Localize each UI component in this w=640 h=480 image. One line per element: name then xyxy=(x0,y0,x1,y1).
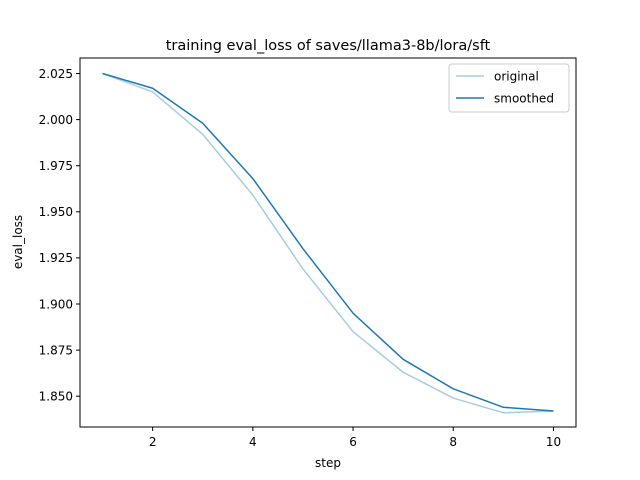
x-tick-label: 2 xyxy=(149,435,157,449)
x-tick-label: 10 xyxy=(546,435,561,449)
legend: original smoothed xyxy=(448,63,570,113)
axes-frame xyxy=(79,57,577,428)
x-tick-label: 6 xyxy=(349,435,357,449)
x-tick-label: 4 xyxy=(249,435,257,449)
plot-area: 2 4 6 8 10 1.850 1.875 1.900 1.925 1.950 1.975 2.0… xyxy=(39,57,577,449)
y-tick-label: 1.875 xyxy=(39,343,73,357)
legend-label-original: original xyxy=(494,70,539,84)
x-axis-ticks: 2 4 6 8 10 xyxy=(149,427,561,449)
y-tick-label: 1.925 xyxy=(39,251,73,265)
series-lines xyxy=(102,72,554,414)
x-tick-label: 8 xyxy=(449,435,457,449)
y-tick-label: 1.850 xyxy=(39,390,73,404)
legend-label-smoothed: smoothed xyxy=(494,92,554,106)
y-tick-label: 1.950 xyxy=(39,205,73,219)
y-tick-label: 2.025 xyxy=(39,67,73,81)
x-axis-label: step xyxy=(315,456,341,470)
y-tick-label: 1.975 xyxy=(39,159,73,173)
y-tick-label: 2.000 xyxy=(39,113,73,127)
series-line-smoothed xyxy=(102,72,554,412)
y-axis-label: eval_loss xyxy=(11,215,25,269)
y-axis-ticks: 1.850 1.875 1.900 1.925 1.950 1.975 2.000 2.025 xyxy=(39,67,80,404)
y-tick-label: 1.900 xyxy=(39,297,73,311)
chart-title: training eval_loss of saves/llama3-8b/lo… xyxy=(166,38,491,54)
series-line-original xyxy=(102,72,554,414)
